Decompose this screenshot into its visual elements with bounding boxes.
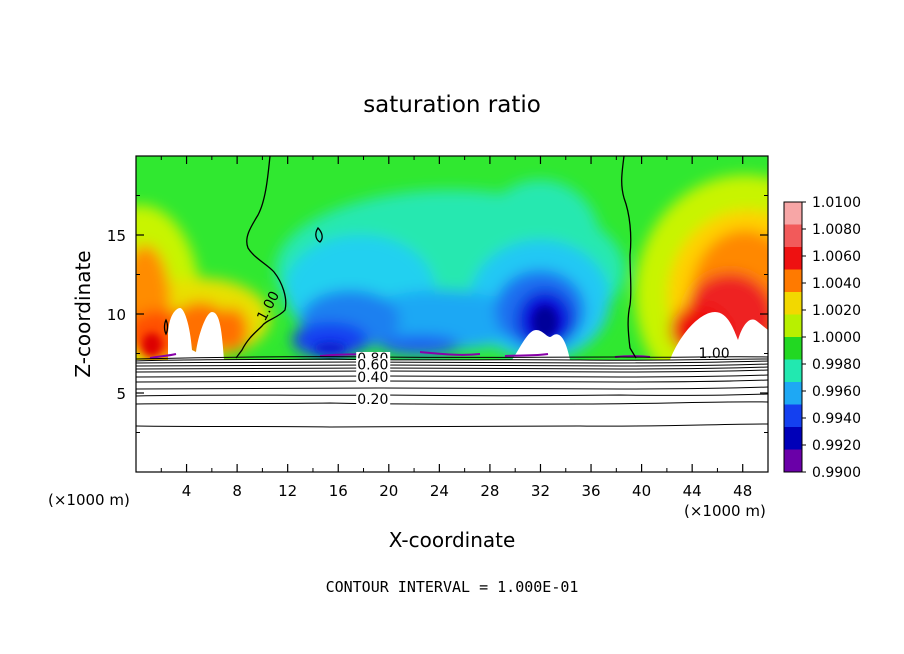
contour-interval-note: CONTOUR INTERVAL = 1.000E-01 (326, 578, 579, 596)
contour-label-bg (356, 370, 391, 384)
colorbar-label: 1.0060 (812, 249, 861, 265)
colorbar-swatch (784, 314, 802, 338)
colorbar-swatch (784, 337, 802, 360)
contour-1.00-small (163, 318, 169, 336)
x-tick-label: 32 (531, 482, 550, 500)
y-axis: 5 10 15 (107, 195, 768, 433)
colorbar-label: 1.0020 (812, 303, 861, 319)
colorbar-swatch (784, 292, 802, 315)
colorbar-swatch (784, 224, 802, 248)
x-unit-label-left: (×1000 m) (48, 491, 130, 509)
x-tick-label: 36 (581, 482, 600, 500)
x-tick-label: 16 (329, 482, 348, 500)
x-tick-label: 28 (480, 482, 499, 500)
colorbar-label: 0.9900 (812, 465, 861, 481)
x-axis-label: X-coordinate (389, 528, 516, 552)
y-axis-label: Z-coordinate (71, 250, 95, 377)
colorbar-swatch (784, 404, 802, 428)
x-axis: 4 8 12 16 20 24 28 32 36 40 44 48 (160, 156, 752, 500)
contour-label: 1.00 (698, 346, 729, 362)
cloud-free-gap-left (168, 308, 224, 360)
x-tick-label: 48 (733, 482, 752, 500)
y-tick-label: 15 (107, 227, 126, 245)
x-tick-label: 12 (278, 482, 297, 500)
colorbar: 1.0100 1.0080 1.0060 1.0040 1.0020 1.0000 0.99… (783, 195, 861, 481)
x-unit-label-right: (×1000 m) (684, 502, 766, 520)
contour-1.00-island (315, 226, 323, 243)
contour-label-bg (356, 393, 391, 407)
contour-label: 0.20 (357, 392, 388, 408)
colorbar-swatch (784, 359, 802, 383)
plot-area: 1.001.000.800.600.400.20 (136, 156, 768, 472)
colorbar-swatch (784, 202, 802, 225)
x-tick-label: 40 (632, 482, 651, 500)
y-tick-label: 5 (116, 385, 126, 403)
chart-title: saturation ratio (363, 92, 541, 118)
x-tick-label: 8 (232, 482, 242, 500)
colorbar-swatch (784, 247, 802, 270)
colorbar-label: 0.9940 (812, 411, 861, 427)
colorbar-label: 1.0040 (812, 276, 861, 292)
colorbar-swatch (784, 269, 802, 293)
colorbar-label: 0.9980 (812, 357, 861, 373)
subsaturated-contours (136, 356, 768, 428)
colorbar-label: 1.0080 (812, 222, 861, 238)
y-tick-label: 10 (107, 306, 126, 324)
colorbar-label: 0.9960 (812, 384, 861, 400)
colorbar-label: 1.0000 (812, 330, 861, 346)
colorbar-swatch (784, 382, 802, 405)
x-tick-label: 20 (379, 482, 398, 500)
cloud-free-gap-center (512, 330, 570, 360)
contour-label: 0.60 (357, 357, 388, 373)
cloud-free-gap-right (670, 312, 768, 360)
cloud-base-edge (149, 351, 651, 359)
x-tick-label: 24 (430, 482, 449, 500)
x-tick-label: 4 (182, 482, 192, 500)
colorbar-label: 1.0100 (812, 195, 861, 211)
contour-label: 0.40 (357, 370, 388, 386)
contour-1.00-left (235, 156, 287, 359)
x-tick-label: 44 (683, 482, 702, 500)
colorbar-label: 0.9920 (812, 438, 861, 454)
colorbar-swatch (784, 449, 802, 473)
contour-label-bg (356, 358, 391, 372)
contour-lines (163, 156, 637, 359)
contour-1.00-right (621, 156, 637, 359)
colorbar-swatch (784, 427, 802, 450)
saturation-ratio-field (136, 156, 768, 360)
